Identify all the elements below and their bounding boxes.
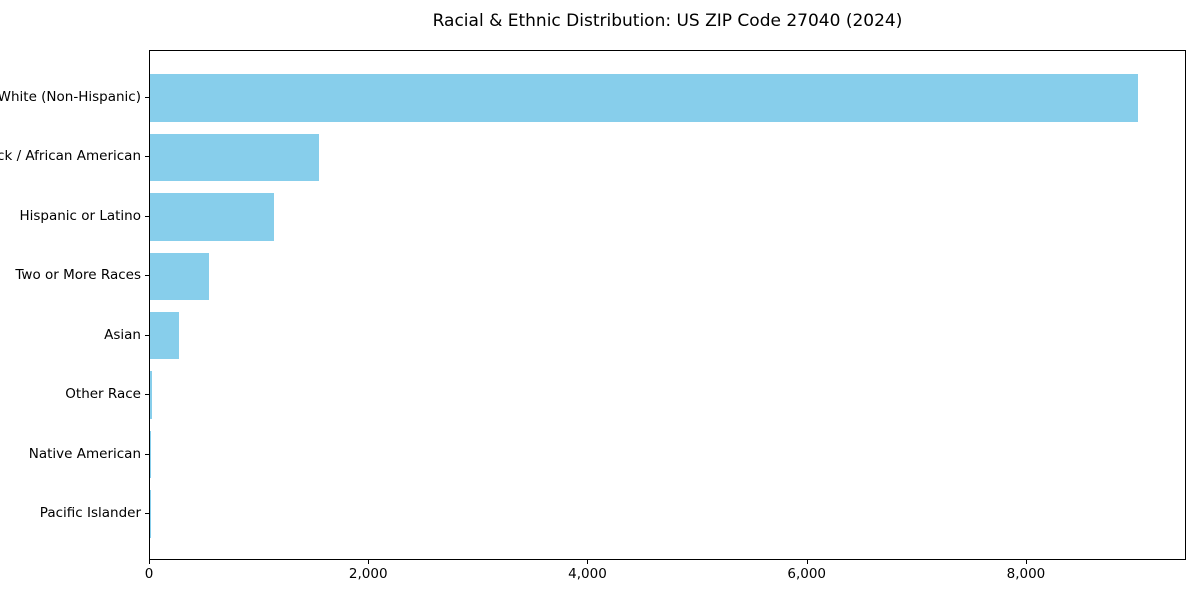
chart-title: Racial & Ethnic Distribution: US ZIP Cod… <box>432 11 903 31</box>
y-tick-mark <box>145 96 149 98</box>
y-tick-mark <box>145 334 149 336</box>
bar-white-non-hispanic <box>150 74 1138 122</box>
y-tick-label-hispanic-or-latino: Hispanic or Latino <box>19 207 141 224</box>
bar-hispanic-or-latino <box>150 193 274 241</box>
bar-black-african-american <box>150 133 320 182</box>
x-tick-mark <box>806 560 808 564</box>
x-tick-label-2000: 2,000 <box>348 566 388 582</box>
x-tick-mark <box>149 560 150 564</box>
bar-native-american <box>150 430 151 479</box>
x-tick-mark <box>368 560 370 564</box>
y-tick-label-black-african-american: Black / African American <box>0 148 141 165</box>
x-tick-mark <box>1025 560 1027 564</box>
bar-other-race <box>150 371 152 419</box>
y-tick-label-asian: Asian <box>104 326 141 343</box>
y-tick-label-other-race: Other Race <box>65 386 141 403</box>
bar-two-or-more-races <box>150 252 209 301</box>
plot-area <box>149 50 1186 560</box>
x-tick-label-8000: 8,000 <box>1006 566 1046 582</box>
bar-asian <box>150 311 179 360</box>
y-tick-label-pacific-islander: Pacific Islander <box>39 505 141 522</box>
y-tick-mark <box>145 215 149 217</box>
y-tick-label-native-american: Native American <box>28 445 141 462</box>
y-tick-mark <box>145 453 149 455</box>
x-tick-mark <box>587 560 589 564</box>
y-tick-mark <box>145 394 149 396</box>
x-tick-label-6000: 6,000 <box>787 566 827 582</box>
x-tick-label-4000: 4,000 <box>568 566 607 582</box>
y-tick-mark <box>145 513 149 515</box>
y-tick-mark <box>145 156 149 158</box>
x-tick-label-0: 0 <box>144 566 154 582</box>
y-tick-label-two-or-more-races: Two or More Races <box>15 267 141 284</box>
y-tick-mark <box>145 275 149 277</box>
y-tick-label-white-non-hispanic: White (Non-Hispanic) <box>0 88 141 105</box>
